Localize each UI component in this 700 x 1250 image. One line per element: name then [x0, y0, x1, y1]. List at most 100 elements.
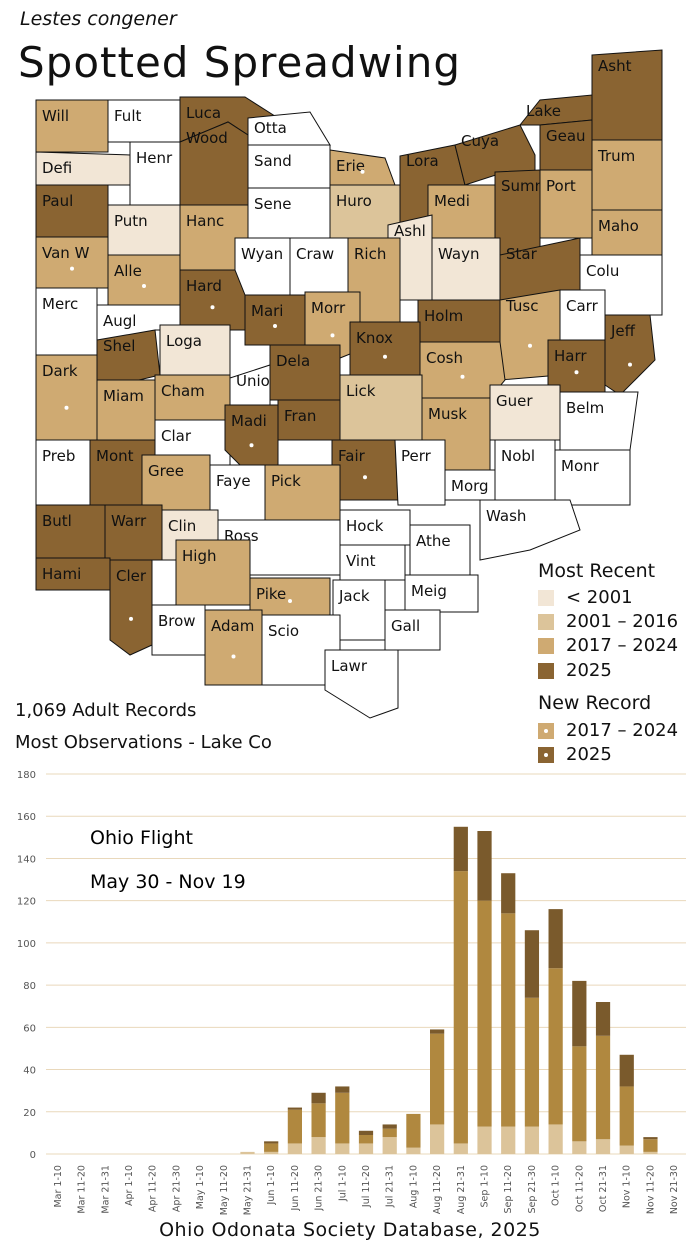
- county-label: Putn: [114, 212, 148, 230]
- bar-2017-2024: [548, 968, 563, 1125]
- footer-source: Ohio Odonata Society Database, 2025: [159, 1219, 541, 1241]
- county-label: Faye: [216, 472, 251, 490]
- y-tick-label: 60: [23, 1023, 36, 1034]
- bar-2025: [430, 1029, 445, 1034]
- county-asht: Asht: [591, 49, 663, 141]
- legend-label: 2025: [566, 744, 612, 765]
- county-lake: Lake: [518, 94, 593, 126]
- x-tick-label: Sep 1-10: [480, 1165, 491, 1208]
- county-geau: Geau: [539, 119, 593, 171]
- county-label: Pike: [256, 585, 286, 603]
- bar-2017-2024: [453, 871, 468, 1144]
- legend-label: 2001 – 2016: [566, 611, 679, 632]
- bar-2025: [595, 1002, 611, 1036]
- county-fran: Fran: [277, 399, 341, 441]
- county-unio: Unio: [229, 364, 271, 411]
- county-gree: Gree: [141, 454, 211, 511]
- county-van-w: Van W: [35, 236, 109, 289]
- county-label: Tusc: [505, 297, 538, 315]
- county-rich: Rich: [347, 237, 401, 323]
- bar-earlier: [643, 1151, 658, 1154]
- county-paul: Paul: [35, 184, 109, 238]
- county-label: Gree: [148, 462, 184, 480]
- county-label: Erie: [336, 157, 365, 175]
- county-shape: [554, 449, 631, 506]
- bar-2017-2024: [311, 1103, 326, 1138]
- county-label: Shel: [103, 337, 135, 355]
- y-tick-label: 40: [23, 1066, 36, 1077]
- legend-new-record-title: New Record: [538, 692, 652, 714]
- county-label: Will: [42, 107, 69, 125]
- bar-2017-2024: [643, 1139, 658, 1152]
- county-label: Clin: [168, 517, 196, 535]
- bar-2017-2024: [501, 913, 516, 1127]
- bar-earlier: [335, 1143, 350, 1154]
- county-label: Augl: [103, 312, 136, 330]
- bar-earlier: [595, 1139, 611, 1154]
- county-maho: Maho: [591, 209, 663, 256]
- flight-period-chart: 0 20 40 60 80 100 120 140 160 180 Mar 1-10 Mar 11-…: [17, 770, 686, 1215]
- county-label: Colu: [586, 262, 619, 280]
- county-hard: Hard: [179, 269, 246, 331]
- bar-earlier: [406, 1147, 421, 1154]
- bar-2017-2024: [406, 1113, 421, 1148]
- bar-earlier: [477, 1126, 492, 1154]
- bar-2025: [548, 909, 563, 969]
- bar-2025: [524, 930, 540, 998]
- county-label: Mont: [96, 447, 134, 465]
- legend-item-2025: 2025: [538, 660, 612, 681]
- x-tick-label: Jul 1-10: [337, 1165, 348, 1202]
- bar-earlier: [453, 1143, 468, 1154]
- county-morg: Morg: [444, 469, 496, 501]
- county-shape: [109, 559, 153, 656]
- county-label: Scio: [268, 622, 299, 640]
- county-label: Hock: [346, 517, 384, 535]
- new-record-dot: [460, 374, 465, 379]
- y-tick-label: 140: [17, 854, 36, 865]
- county-shape: [324, 649, 399, 719]
- x-tick-label: Nov 21-30: [669, 1165, 680, 1214]
- county-label: Ashl: [394, 222, 426, 240]
- county-label: Warr: [111, 512, 147, 530]
- county-label: Lawr: [331, 657, 368, 675]
- county-defi: Defi: [35, 151, 131, 186]
- county-label: Star: [506, 245, 538, 263]
- legend-swatch: [538, 637, 554, 654]
- county-fair: Fair: [331, 439, 399, 501]
- bar-2025: [477, 831, 492, 901]
- county-meig: Meig: [404, 574, 479, 613]
- legend-new-2025: 2025: [538, 744, 612, 765]
- county-shape: [384, 609, 441, 651]
- legend-title: Most Recent: [538, 560, 656, 582]
- county-label: Preb: [42, 447, 75, 465]
- county-label: Pick: [271, 472, 301, 490]
- county-lick: Lick: [339, 374, 423, 441]
- county-loga: Loga: [159, 324, 231, 379]
- county-cuya: Cuya: [454, 124, 536, 186]
- x-tick-label: Jun 11-20: [290, 1165, 301, 1211]
- bar-earlier: [501, 1126, 516, 1154]
- bar-earlier: [287, 1143, 302, 1154]
- county-wyan: Wyan: [234, 237, 291, 296]
- county-wood: Wood: [179, 121, 249, 206]
- legend-item-2017-2024: 2017 – 2024: [538, 635, 678, 656]
- x-tick-label: Sep 21-30: [527, 1165, 538, 1214]
- county-craw: Craw: [289, 237, 349, 296]
- county-sene: Sene: [247, 187, 331, 239]
- bar-2017-2024: [572, 1046, 587, 1142]
- county-label: Trum: [597, 147, 635, 165]
- county-jeff: Jeff: [604, 314, 656, 396]
- chart-subtitle: May 30 - Nov 19: [90, 871, 246, 893]
- new-record-dot: [360, 169, 365, 174]
- legend-item-pre2001: < 2001: [538, 587, 633, 608]
- county-label: Asht: [598, 57, 632, 75]
- county-cosh: Cosh: [419, 341, 506, 399]
- x-tick-label: Jun 21-30: [314, 1165, 325, 1211]
- y-tick-label: 20: [23, 1108, 36, 1119]
- legend-swatch: [538, 662, 554, 679]
- x-tick-label: Apr 1-10: [124, 1165, 135, 1206]
- county-pick: Pick: [264, 464, 341, 526]
- new-record-dot: [330, 333, 335, 338]
- y-tick-label: 0: [30, 1150, 36, 1161]
- county-scio: Scio: [261, 614, 341, 686]
